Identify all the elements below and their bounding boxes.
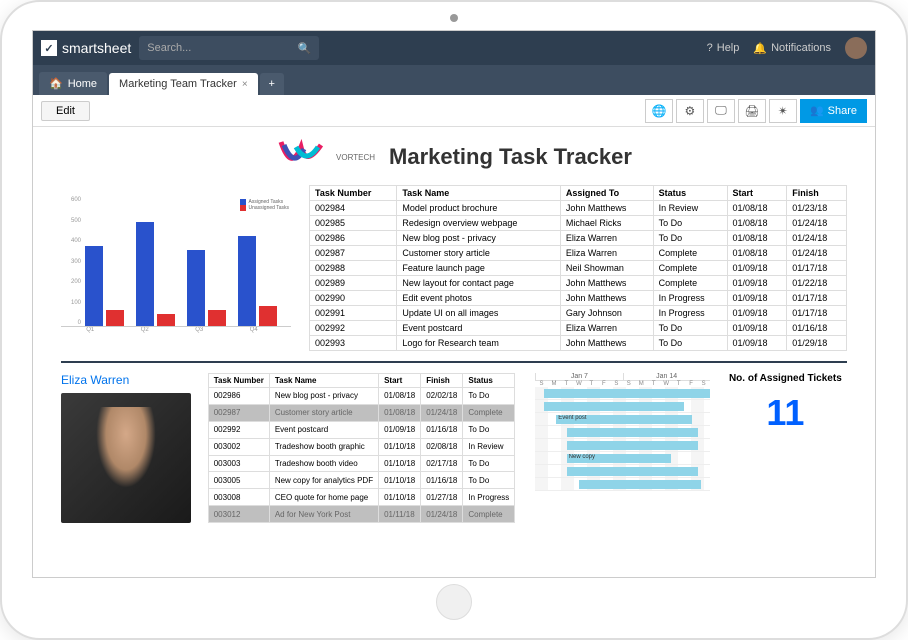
table-row[interactable]: 003003Tradeshow booth video01/10/1802/17… <box>208 455 515 472</box>
brand-logo[interactable]: ✓ smartsheet <box>41 40 131 56</box>
person-photo <box>61 393 191 523</box>
table-row[interactable]: 002992Event postcard01/09/1801/16/18To D… <box>208 421 515 438</box>
table-row[interactable]: 002985Redesign overview webpageMichael R… <box>310 216 847 231</box>
table-row[interactable]: 002986New blog post - privacy01/08/1802/… <box>208 388 515 405</box>
tab-add[interactable]: + <box>260 73 284 95</box>
search-input[interactable]: Search... 🔍 <box>139 36 319 60</box>
settings-icon[interactable]: ✴ <box>769 99 797 123</box>
content: VORTECH Marketing Task Tracker 600500400… <box>33 127 875 577</box>
chart: 6005004003002001000 Assigned TasksUnassi… <box>61 185 291 351</box>
notifications-link[interactable]: 🔔 Notifications <box>753 42 831 55</box>
help-label: Help <box>717 42 740 54</box>
table-row[interactable]: 002987Customer story articleEliza Warren… <box>310 246 847 261</box>
tab-home[interactable]: 🏠 Home <box>39 72 107 95</box>
search-placeholder: Search... <box>147 42 191 54</box>
table-row[interactable]: 002992Event postcardEliza WarrenTo Do01/… <box>310 321 847 336</box>
home-button[interactable] <box>436 584 472 620</box>
tab-active-label: Marketing Team Tracker <box>119 78 237 90</box>
vortech-logo <box>276 137 326 177</box>
page-title: Marketing Task Tracker <box>389 144 632 170</box>
table-row[interactable]: 002991Update UI on all imagesGary Johnso… <box>310 306 847 321</box>
bell-icon: 🔔 <box>753 42 767 55</box>
table-row[interactable]: 002987Customer story article01/08/1801/2… <box>208 404 515 421</box>
help-link[interactable]: ? Help <box>707 42 740 54</box>
controls-icon[interactable]: ⚙ <box>676 99 704 123</box>
table-row[interactable]: 002989New layout for contact pageJohn Ma… <box>310 276 847 291</box>
share-button[interactable]: 👥 Share <box>800 99 867 123</box>
main-table: Task NumberTask NameAssigned ToStatusSta… <box>309 185 847 351</box>
tabbar: 🏠 Home Marketing Team Tracker × + <box>33 65 875 95</box>
tickets-label: No. of Assigned Tickets <box>724 373 847 384</box>
share-label: Share <box>828 105 857 117</box>
table-row[interactable]: 003008CEO quote for home page01/10/1801/… <box>208 489 515 506</box>
help-icon: ? <box>707 42 713 54</box>
table-row[interactable]: 003012Ad for New York Post01/11/1801/24/… <box>208 506 515 523</box>
edit-button[interactable]: Edit <box>41 101 90 121</box>
brand-name: smartsheet <box>62 40 131 56</box>
person-name[interactable]: Eliza Warren <box>61 373 194 387</box>
close-icon[interactable]: × <box>242 79 248 90</box>
table-row[interactable]: 002990Edit event photosJohn MatthewsIn P… <box>310 291 847 306</box>
people-icon: 👥 <box>810 104 824 117</box>
print-icon[interactable]: 🖨 <box>738 99 766 123</box>
display-icon[interactable]: 🖵 <box>707 99 735 123</box>
search-icon: 🔍 <box>298 42 312 55</box>
tab-home-label: Home <box>68 78 97 90</box>
divider <box>61 361 847 363</box>
table-row[interactable]: 003005New copy for analytics PDF01/10/18… <box>208 472 515 489</box>
notifications-label: Notifications <box>771 42 831 54</box>
detail-table: Task NumberTask NameStartFinishStatus 00… <box>208 373 516 523</box>
globe-icon[interactable]: 🌐 <box>645 99 673 123</box>
home-icon: 🏠 <box>49 77 63 90</box>
logo-icon: ✓ <box>41 40 57 56</box>
table-row[interactable]: 002993Logo for Research teamJohn Matthew… <box>310 336 847 351</box>
table-row[interactable]: 002986New blog post - privacyEliza Warre… <box>310 231 847 246</box>
company-name: VORTECH <box>336 153 375 162</box>
gantt: Jan 7Jan 14 SMTWTFSSMTWTFS Event postNew… <box>529 373 709 523</box>
user-avatar[interactable] <box>845 37 867 59</box>
table-row[interactable]: 003002Tradeshow booth graphic01/10/1802/… <box>208 438 515 455</box>
table-row[interactable]: 002988Feature launch pageNeil ShowmanCom… <box>310 261 847 276</box>
table-row[interactable]: 002984Model product brochureJohn Matthew… <box>310 201 847 216</box>
toolbar: Edit 🌐 ⚙ 🖵 🖨 ✴ 👥 Share <box>33 95 875 127</box>
tab-active[interactable]: Marketing Team Tracker × <box>109 73 258 95</box>
topbar: ✓ smartsheet Search... 🔍 ? Help 🔔 Notifi… <box>33 31 875 65</box>
tickets-value: 11 <box>724 392 847 434</box>
